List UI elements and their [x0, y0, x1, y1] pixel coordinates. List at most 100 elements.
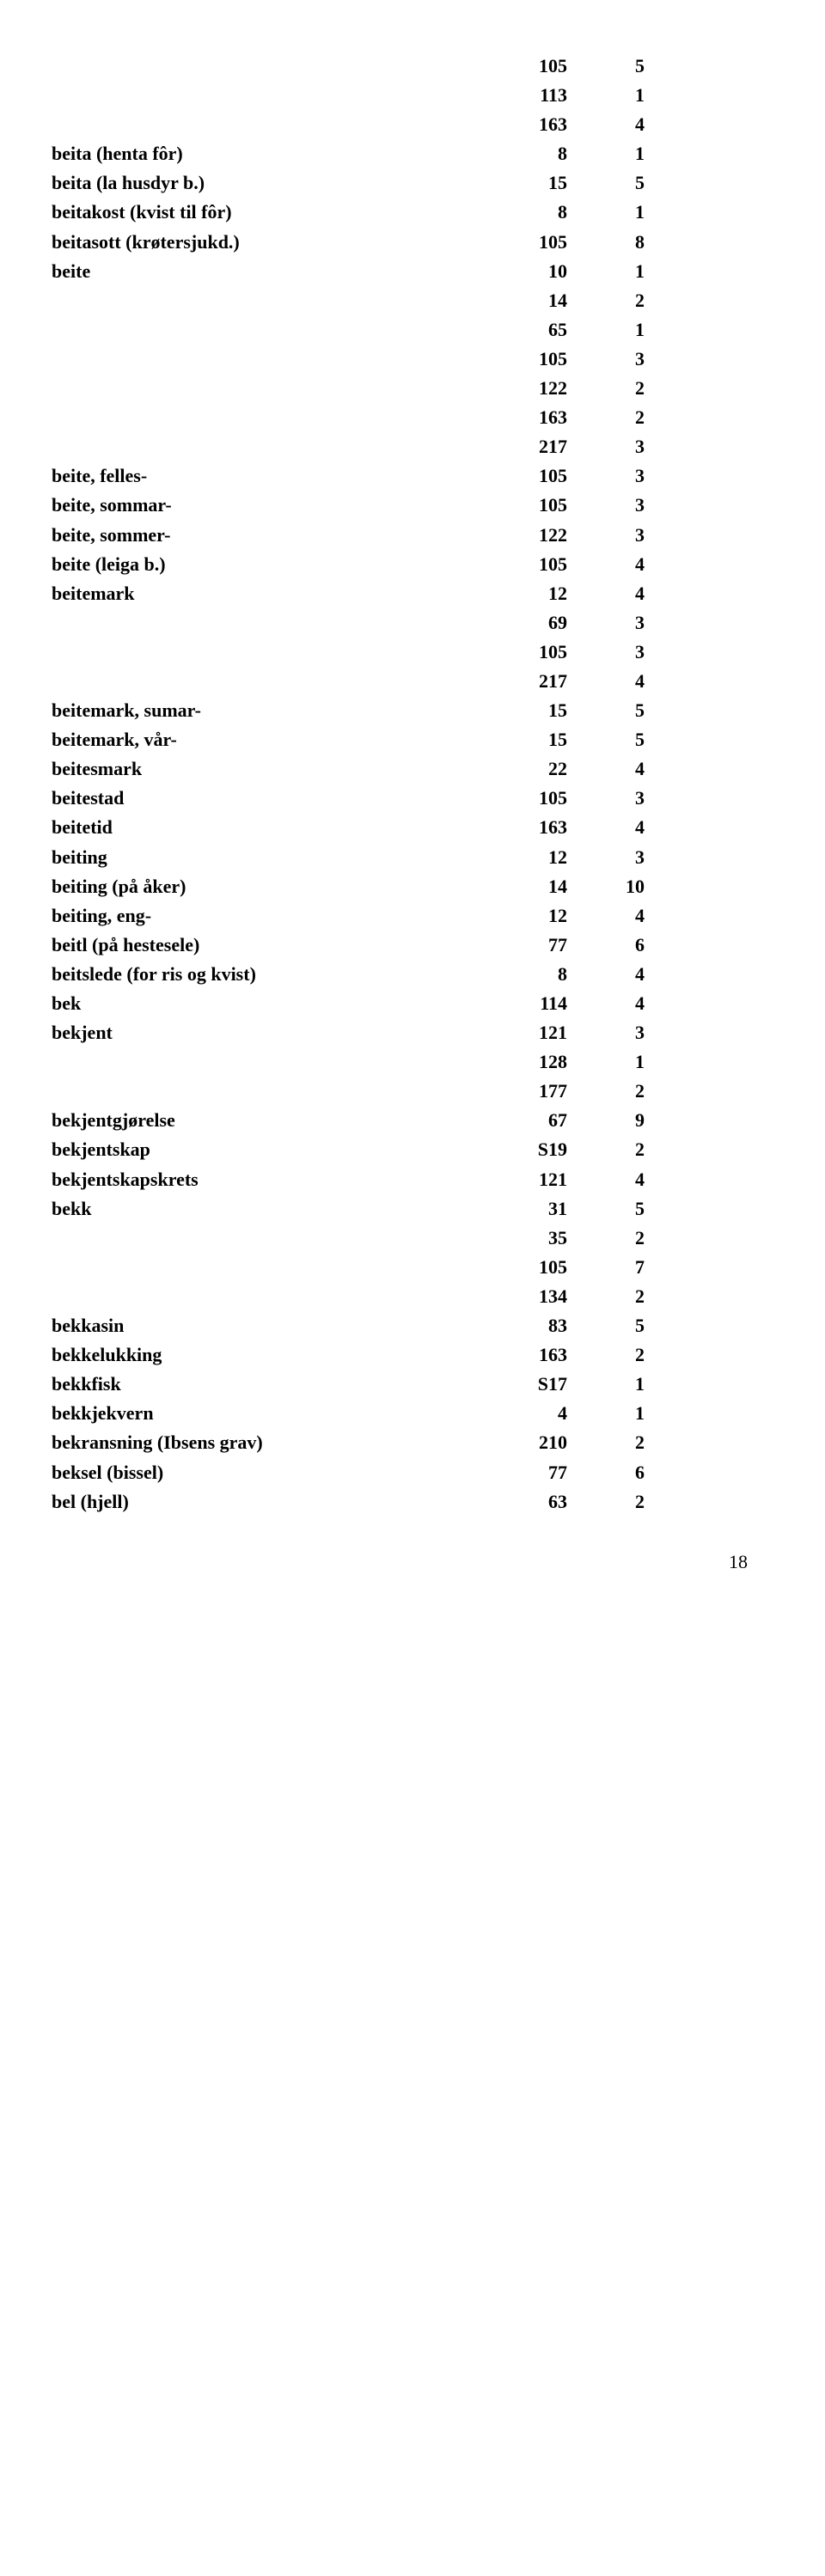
index-row: 1131: [52, 81, 773, 110]
entry-col1: 12: [473, 579, 576, 608]
entry-col2: 3: [576, 638, 653, 667]
index-row: beksel (bissel)776: [52, 1458, 773, 1487]
entry-col2: 5: [576, 1194, 653, 1224]
index-row: 1057: [52, 1253, 773, 1282]
entry-label: bek: [52, 989, 473, 1018]
entry-col1: 65: [473, 315, 576, 345]
entry-col1: 12: [473, 843, 576, 872]
entry-col2: 2: [576, 1428, 653, 1457]
page-number: 18: [52, 1517, 773, 1573]
index-row: 1634: [52, 110, 773, 139]
entry-label: bekkelukking: [52, 1340, 473, 1370]
entry-col2: 2: [576, 286, 653, 315]
entry-label: beitemark, sumar-: [52, 696, 473, 725]
entry-label: beitl (på hestesele): [52, 931, 473, 960]
entry-label: beiting, eng-: [52, 901, 473, 931]
index-row: 352: [52, 1224, 773, 1253]
index-row: 1222: [52, 374, 773, 403]
entry-col1: 217: [473, 432, 576, 461]
entry-col2: 3: [576, 432, 653, 461]
entry-col2: 3: [576, 491, 653, 520]
entry-label: beite (leiga b.): [52, 550, 473, 579]
entry-col1: 8: [473, 198, 576, 227]
entry-col1: 134: [473, 1282, 576, 1311]
index-row: beiting, eng-124: [52, 901, 773, 931]
index-row: beitesmark224: [52, 754, 773, 784]
index-row: 2174: [52, 667, 773, 696]
entry-col1: 105: [473, 1253, 576, 1282]
entry-col1: 8: [473, 960, 576, 989]
entry-label: beita (la husdyr b.): [52, 168, 473, 198]
entry-label: beita (henta fôr): [52, 139, 473, 168]
index-row: beite, sommer-1223: [52, 521, 773, 550]
index-row: bekkelukking1632: [52, 1340, 773, 1370]
index-row: beitetid1634: [52, 813, 773, 842]
entry-label: bekkjekvern: [52, 1399, 473, 1428]
entry-col2: 1: [576, 1047, 653, 1077]
index-row: beitasott (krøtersjukd.)1058: [52, 228, 773, 257]
entry-col2: 5: [576, 1311, 653, 1340]
entry-col2: 2: [576, 1135, 653, 1164]
entry-col2: 2: [576, 374, 653, 403]
entry-label: bekransning (Ibsens grav): [52, 1428, 473, 1457]
entry-col1: 10: [473, 257, 576, 286]
entry-label: beitakost (kvist til fôr): [52, 198, 473, 227]
entry-col2: 1: [576, 198, 653, 227]
entry-col1: 163: [473, 403, 576, 432]
entry-col1: 4: [473, 1399, 576, 1428]
entry-col2: 9: [576, 1106, 653, 1135]
entry-label: beite, sommar-: [52, 491, 473, 520]
entry-label: beite, felles-: [52, 461, 473, 491]
index-row: 1342: [52, 1282, 773, 1311]
entry-col1: 121: [473, 1165, 576, 1194]
index-row: bekkfiskS171: [52, 1370, 773, 1399]
entry-col2: 5: [576, 52, 653, 81]
index-row: 1055: [52, 52, 773, 81]
entry-col1: 128: [473, 1047, 576, 1077]
index-row: bekk315: [52, 1194, 773, 1224]
entry-col1: 105: [473, 638, 576, 667]
entry-label: beiting: [52, 843, 473, 872]
entry-col1: 217: [473, 667, 576, 696]
entry-col2: 4: [576, 667, 653, 696]
index-row: bekjentskapskrets1214: [52, 1165, 773, 1194]
entry-label: beite, sommer-: [52, 521, 473, 550]
entry-col1: 31: [473, 1194, 576, 1224]
entry-col1: 210: [473, 1428, 576, 1457]
entry-col2: 1: [576, 139, 653, 168]
entry-label: bekjentskap: [52, 1135, 473, 1164]
index-row: beite (leiga b.)1054: [52, 550, 773, 579]
index-row: beitslede (for ris og kvist)84: [52, 960, 773, 989]
index-row: beita (henta fôr)81: [52, 139, 773, 168]
index-row: beitemark124: [52, 579, 773, 608]
index-row: bekransning (Ibsens grav)2102: [52, 1428, 773, 1457]
entry-col1: 105: [473, 345, 576, 374]
index-row: beitl (på hestesele)776: [52, 931, 773, 960]
index-row: 1281: [52, 1047, 773, 1077]
entry-label: beite: [52, 257, 473, 286]
entry-col2: 4: [576, 1165, 653, 1194]
entry-col1: 122: [473, 374, 576, 403]
entry-col2: 3: [576, 843, 653, 872]
index-row: 1772: [52, 1077, 773, 1106]
entry-col2: 1: [576, 315, 653, 345]
entry-col2: 1: [576, 257, 653, 286]
entry-col2: 4: [576, 550, 653, 579]
index-row: 1053: [52, 638, 773, 667]
entry-col2: 2: [576, 1487, 653, 1517]
entry-col1: 114: [473, 989, 576, 1018]
index-row: beitemark, vår-155: [52, 725, 773, 754]
entry-col2: 4: [576, 813, 653, 842]
entry-col1: 35: [473, 1224, 576, 1253]
entry-col2: 7: [576, 1253, 653, 1282]
entry-col1: 12: [473, 901, 576, 931]
entry-label: beiting (på åker): [52, 872, 473, 901]
entry-col1: 14: [473, 872, 576, 901]
entry-label: bekjent: [52, 1018, 473, 1047]
index-rows: 105511311634beita (henta fôr)81beita (la…: [52, 52, 773, 1517]
entry-col2: 2: [576, 1077, 653, 1106]
entry-col1: 69: [473, 608, 576, 638]
entry-col1: 15: [473, 696, 576, 725]
entry-col2: 3: [576, 521, 653, 550]
entry-col1: 105: [473, 52, 576, 81]
